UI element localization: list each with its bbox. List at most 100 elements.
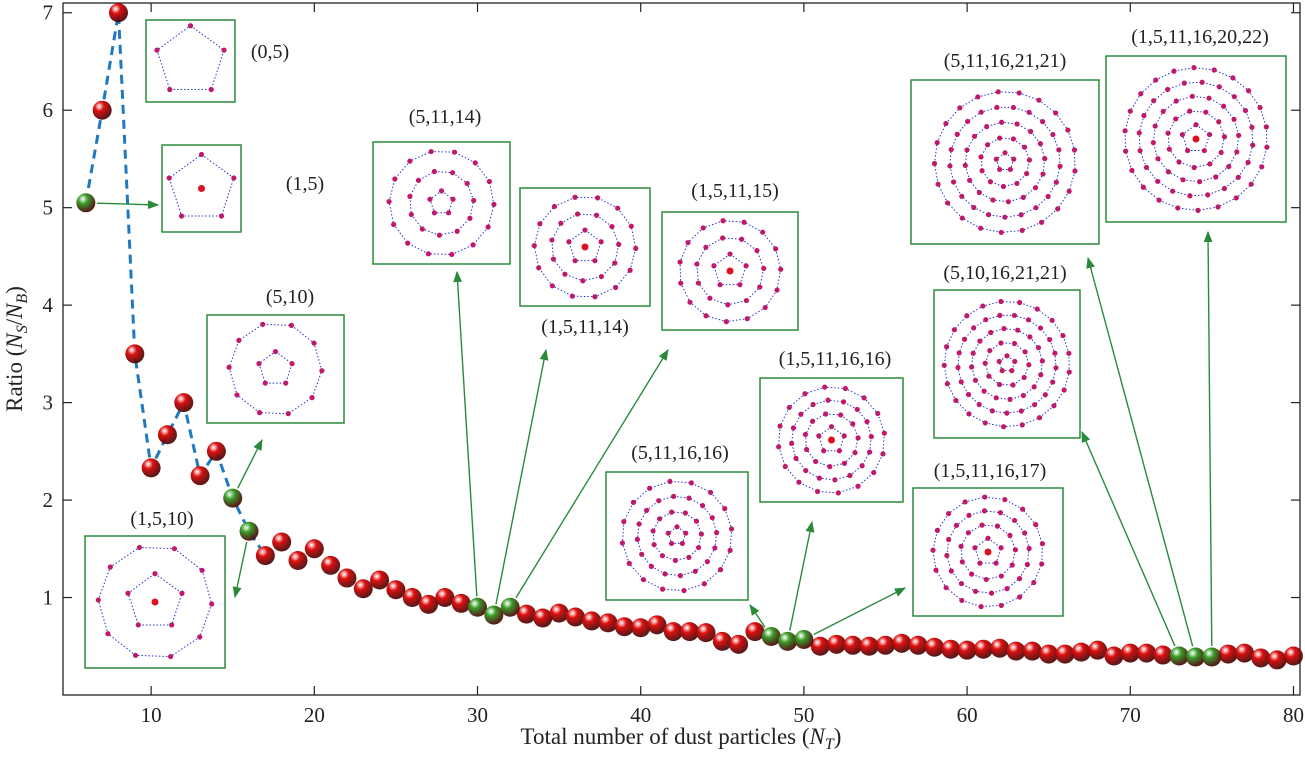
shell-outline <box>949 106 1061 218</box>
inset <box>933 289 1081 439</box>
particle <box>1165 169 1172 175</box>
particle <box>976 189 982 196</box>
data-point <box>402 588 422 608</box>
particle <box>828 424 835 430</box>
particle <box>947 163 953 169</box>
particle <box>821 448 827 454</box>
particle <box>998 340 1004 346</box>
particle <box>656 498 662 504</box>
particle <box>1050 131 1056 138</box>
particle <box>959 215 965 221</box>
particle <box>692 568 698 574</box>
data-point <box>1022 641 1042 661</box>
data-point <box>206 441 226 461</box>
center-particle <box>581 243 589 251</box>
particle <box>1042 156 1048 162</box>
particle <box>283 380 289 386</box>
particle <box>1000 183 1007 190</box>
inset <box>372 141 511 265</box>
particle <box>1010 136 1017 142</box>
particle <box>930 547 936 553</box>
data-point <box>1218 644 1238 664</box>
particle <box>1019 422 1025 428</box>
particle <box>996 166 1003 173</box>
particle <box>948 146 954 153</box>
arrow <box>237 438 263 489</box>
particle <box>1001 424 1007 430</box>
shell-outline <box>568 229 602 262</box>
particle <box>962 499 968 505</box>
particle <box>978 604 984 610</box>
particle <box>964 147 970 153</box>
particle <box>1042 392 1048 398</box>
particle <box>450 196 456 202</box>
particle <box>1020 194 1026 200</box>
particle <box>226 364 232 370</box>
particle <box>1231 116 1237 122</box>
particle <box>1027 334 1033 340</box>
particle <box>1221 185 1228 192</box>
data-point <box>924 637 944 657</box>
particle <box>1220 103 1227 109</box>
particle <box>531 243 537 249</box>
data-point <box>973 639 993 659</box>
particle <box>467 215 473 221</box>
arrow <box>453 270 478 597</box>
particle <box>789 440 795 447</box>
particle <box>984 142 991 148</box>
data-point <box>76 193 96 213</box>
particle <box>762 304 768 311</box>
inset <box>206 314 345 424</box>
inset-label: (1,5,11,15) <box>691 180 779 202</box>
particle <box>982 420 988 426</box>
arrow <box>813 587 906 636</box>
particle <box>978 109 984 115</box>
particle <box>1060 332 1066 339</box>
particle <box>744 316 750 322</box>
particle <box>154 47 160 53</box>
particle <box>1191 65 1197 71</box>
particle <box>778 266 784 272</box>
particle <box>880 451 886 457</box>
particle <box>1264 144 1270 150</box>
x-tick-label: 30 <box>467 703 488 727</box>
particle <box>933 567 939 573</box>
particle <box>656 516 663 522</box>
particle <box>698 531 704 537</box>
particle <box>198 151 205 158</box>
particle <box>720 218 726 224</box>
particle <box>987 179 994 185</box>
particle <box>1263 124 1269 130</box>
particle <box>802 391 808 397</box>
data-point <box>190 466 210 486</box>
data-point <box>794 629 814 649</box>
inset <box>84 535 226 669</box>
particle <box>1071 147 1078 153</box>
particle <box>946 536 952 543</box>
particle <box>1001 326 1007 332</box>
particle <box>979 168 985 174</box>
particle <box>722 506 728 512</box>
data-point <box>92 100 112 120</box>
shell-outline <box>778 386 885 494</box>
particle <box>972 377 979 383</box>
particle <box>1007 166 1014 173</box>
particle <box>1025 317 1032 323</box>
inset-label: (5,10,16,21,21) <box>943 262 1066 284</box>
particle <box>582 227 588 233</box>
particle <box>688 480 694 486</box>
shell-outline <box>974 537 1002 564</box>
data-point <box>353 579 373 599</box>
particle <box>1173 98 1179 104</box>
plot-frame <box>62 2 1301 696</box>
particle <box>1026 545 1032 552</box>
particle <box>678 280 684 286</box>
particle <box>981 388 987 394</box>
particle <box>630 499 637 505</box>
inset-label: (1,5,11,16,20,22) <box>1131 26 1269 48</box>
x-tick-label: 80 <box>1283 703 1304 727</box>
data-point <box>1006 641 1026 661</box>
arrow <box>1081 430 1176 647</box>
inset-label: (0,5) <box>251 41 289 63</box>
particle <box>1061 387 1067 393</box>
